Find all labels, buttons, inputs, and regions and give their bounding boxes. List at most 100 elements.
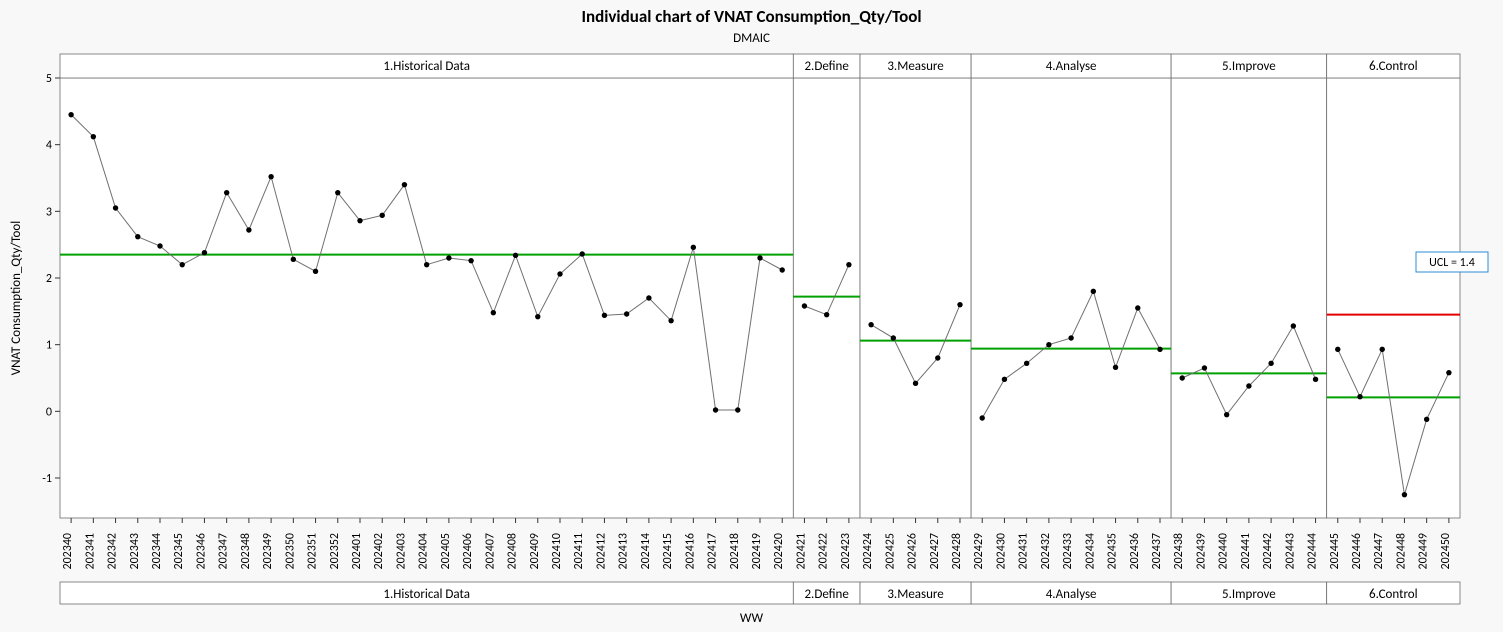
- data-point: [668, 318, 673, 323]
- xtick-label: 202404: [417, 533, 431, 570]
- xtick-label: 202432: [1039, 533, 1053, 570]
- panel-label-top: 2.Define: [804, 59, 848, 74]
- xtick-label: 202417: [706, 533, 720, 570]
- data-point: [335, 190, 340, 195]
- xtick-label: 202429: [972, 533, 986, 570]
- xtick-label: 202441: [1239, 533, 1253, 570]
- data-point: [491, 310, 496, 315]
- data-point: [380, 213, 385, 218]
- xtick-label: 202408: [506, 533, 520, 570]
- xtick-label: 202343: [128, 533, 142, 570]
- data-point: [802, 303, 807, 308]
- xtick-label: 202402: [372, 533, 386, 570]
- y-axis-title: VNAT Consumption_Qty/Tool: [9, 221, 24, 376]
- data-point: [313, 269, 318, 274]
- data-point: [646, 295, 651, 300]
- xtick-label: 202413: [617, 533, 631, 570]
- data-point: [713, 407, 718, 412]
- xtick-label: 202346: [194, 533, 208, 570]
- data-point: [224, 190, 229, 195]
- ytick-label: -1: [42, 472, 52, 486]
- xtick-label: 202434: [1083, 533, 1097, 570]
- xtick-label: 202421: [794, 533, 808, 570]
- xtick-label: 202447: [1372, 533, 1386, 570]
- data-point: [935, 355, 940, 360]
- data-point: [424, 262, 429, 267]
- data-point: [1202, 365, 1207, 370]
- panel-label-bottom: 6.Control: [1369, 587, 1418, 602]
- chart-subtitle: DMAIC: [733, 31, 770, 46]
- data-point: [1424, 417, 1429, 422]
- data-point: [357, 218, 362, 223]
- data-point: [868, 322, 873, 327]
- ucl-annotation-text: UCL = 1.4: [1429, 256, 1475, 270]
- xtick-label: 202342: [106, 533, 120, 570]
- xtick-label: 202341: [83, 533, 97, 570]
- data-point: [1135, 305, 1140, 310]
- data-point: [291, 257, 296, 262]
- data-point: [1113, 365, 1118, 370]
- xtick-label: 202435: [1106, 533, 1120, 570]
- ytick-label: 0: [46, 405, 52, 419]
- xtick-label: 202418: [728, 533, 742, 570]
- xtick-label: 202409: [528, 533, 542, 570]
- xtick-label: 202410: [550, 533, 564, 570]
- xtick-label: 202419: [750, 533, 764, 570]
- data-point: [468, 258, 473, 263]
- xtick-label: 202405: [439, 533, 453, 570]
- xtick-label: 202446: [1350, 533, 1364, 570]
- xtick-label: 202444: [1306, 533, 1320, 570]
- ytick-label: 3: [46, 205, 52, 219]
- data-point: [824, 312, 829, 317]
- panel-label-bottom: 4.Analyse: [1046, 587, 1097, 602]
- data-point: [1291, 323, 1296, 328]
- data-point: [535, 314, 540, 319]
- chart-svg: Individual chart of VNAT Consumption_Qty…: [0, 0, 1503, 632]
- panel-label-bottom: 3.Measure: [887, 587, 943, 602]
- data-point: [513, 253, 518, 258]
- data-point: [1180, 375, 1185, 380]
- data-point: [1380, 347, 1385, 352]
- data-point: [1024, 361, 1029, 366]
- xtick-label: 202352: [328, 533, 342, 570]
- data-point: [602, 313, 607, 318]
- xtick-label: 202439: [1194, 533, 1208, 570]
- data-point: [980, 415, 985, 420]
- xtick-label: 202445: [1328, 533, 1342, 570]
- data-point: [780, 267, 785, 272]
- xtick-label: 202436: [1128, 533, 1142, 570]
- panel-box: [1327, 78, 1460, 518]
- xtick-label: 202443: [1283, 533, 1297, 570]
- xtick-label: 202431: [1017, 533, 1031, 570]
- data-point: [957, 302, 962, 307]
- data-point: [246, 227, 251, 232]
- data-point: [402, 182, 407, 187]
- ytick-label: 5: [46, 72, 52, 86]
- xtick-label: 202348: [239, 533, 253, 570]
- data-point: [1335, 347, 1340, 352]
- ytick-label: 1: [46, 339, 52, 353]
- data-point: [691, 245, 696, 250]
- data-point: [1268, 361, 1273, 366]
- xtick-label: 202350: [283, 533, 297, 570]
- data-point: [557, 271, 562, 276]
- data-point: [1157, 347, 1162, 352]
- data-point: [135, 234, 140, 239]
- xtick-label: 202430: [994, 533, 1008, 570]
- x-axis-title: WW: [740, 611, 764, 626]
- xtick-label: 202450: [1439, 533, 1453, 570]
- chart-container: Individual chart of VNAT Consumption_Qty…: [0, 0, 1503, 632]
- data-point: [1068, 335, 1073, 340]
- xtick-label: 202345: [172, 533, 186, 570]
- data-point: [113, 205, 118, 210]
- data-point: [180, 262, 185, 267]
- data-point: [624, 311, 629, 316]
- xtick-label: 202411: [572, 533, 586, 570]
- xtick-label: 202438: [1172, 533, 1186, 570]
- ytick-label: 2: [46, 272, 52, 286]
- data-point: [268, 174, 273, 179]
- data-point: [1046, 342, 1051, 347]
- xtick-label: 202347: [217, 533, 231, 570]
- panel-label-top: 6.Control: [1369, 59, 1418, 74]
- data-point: [157, 243, 162, 248]
